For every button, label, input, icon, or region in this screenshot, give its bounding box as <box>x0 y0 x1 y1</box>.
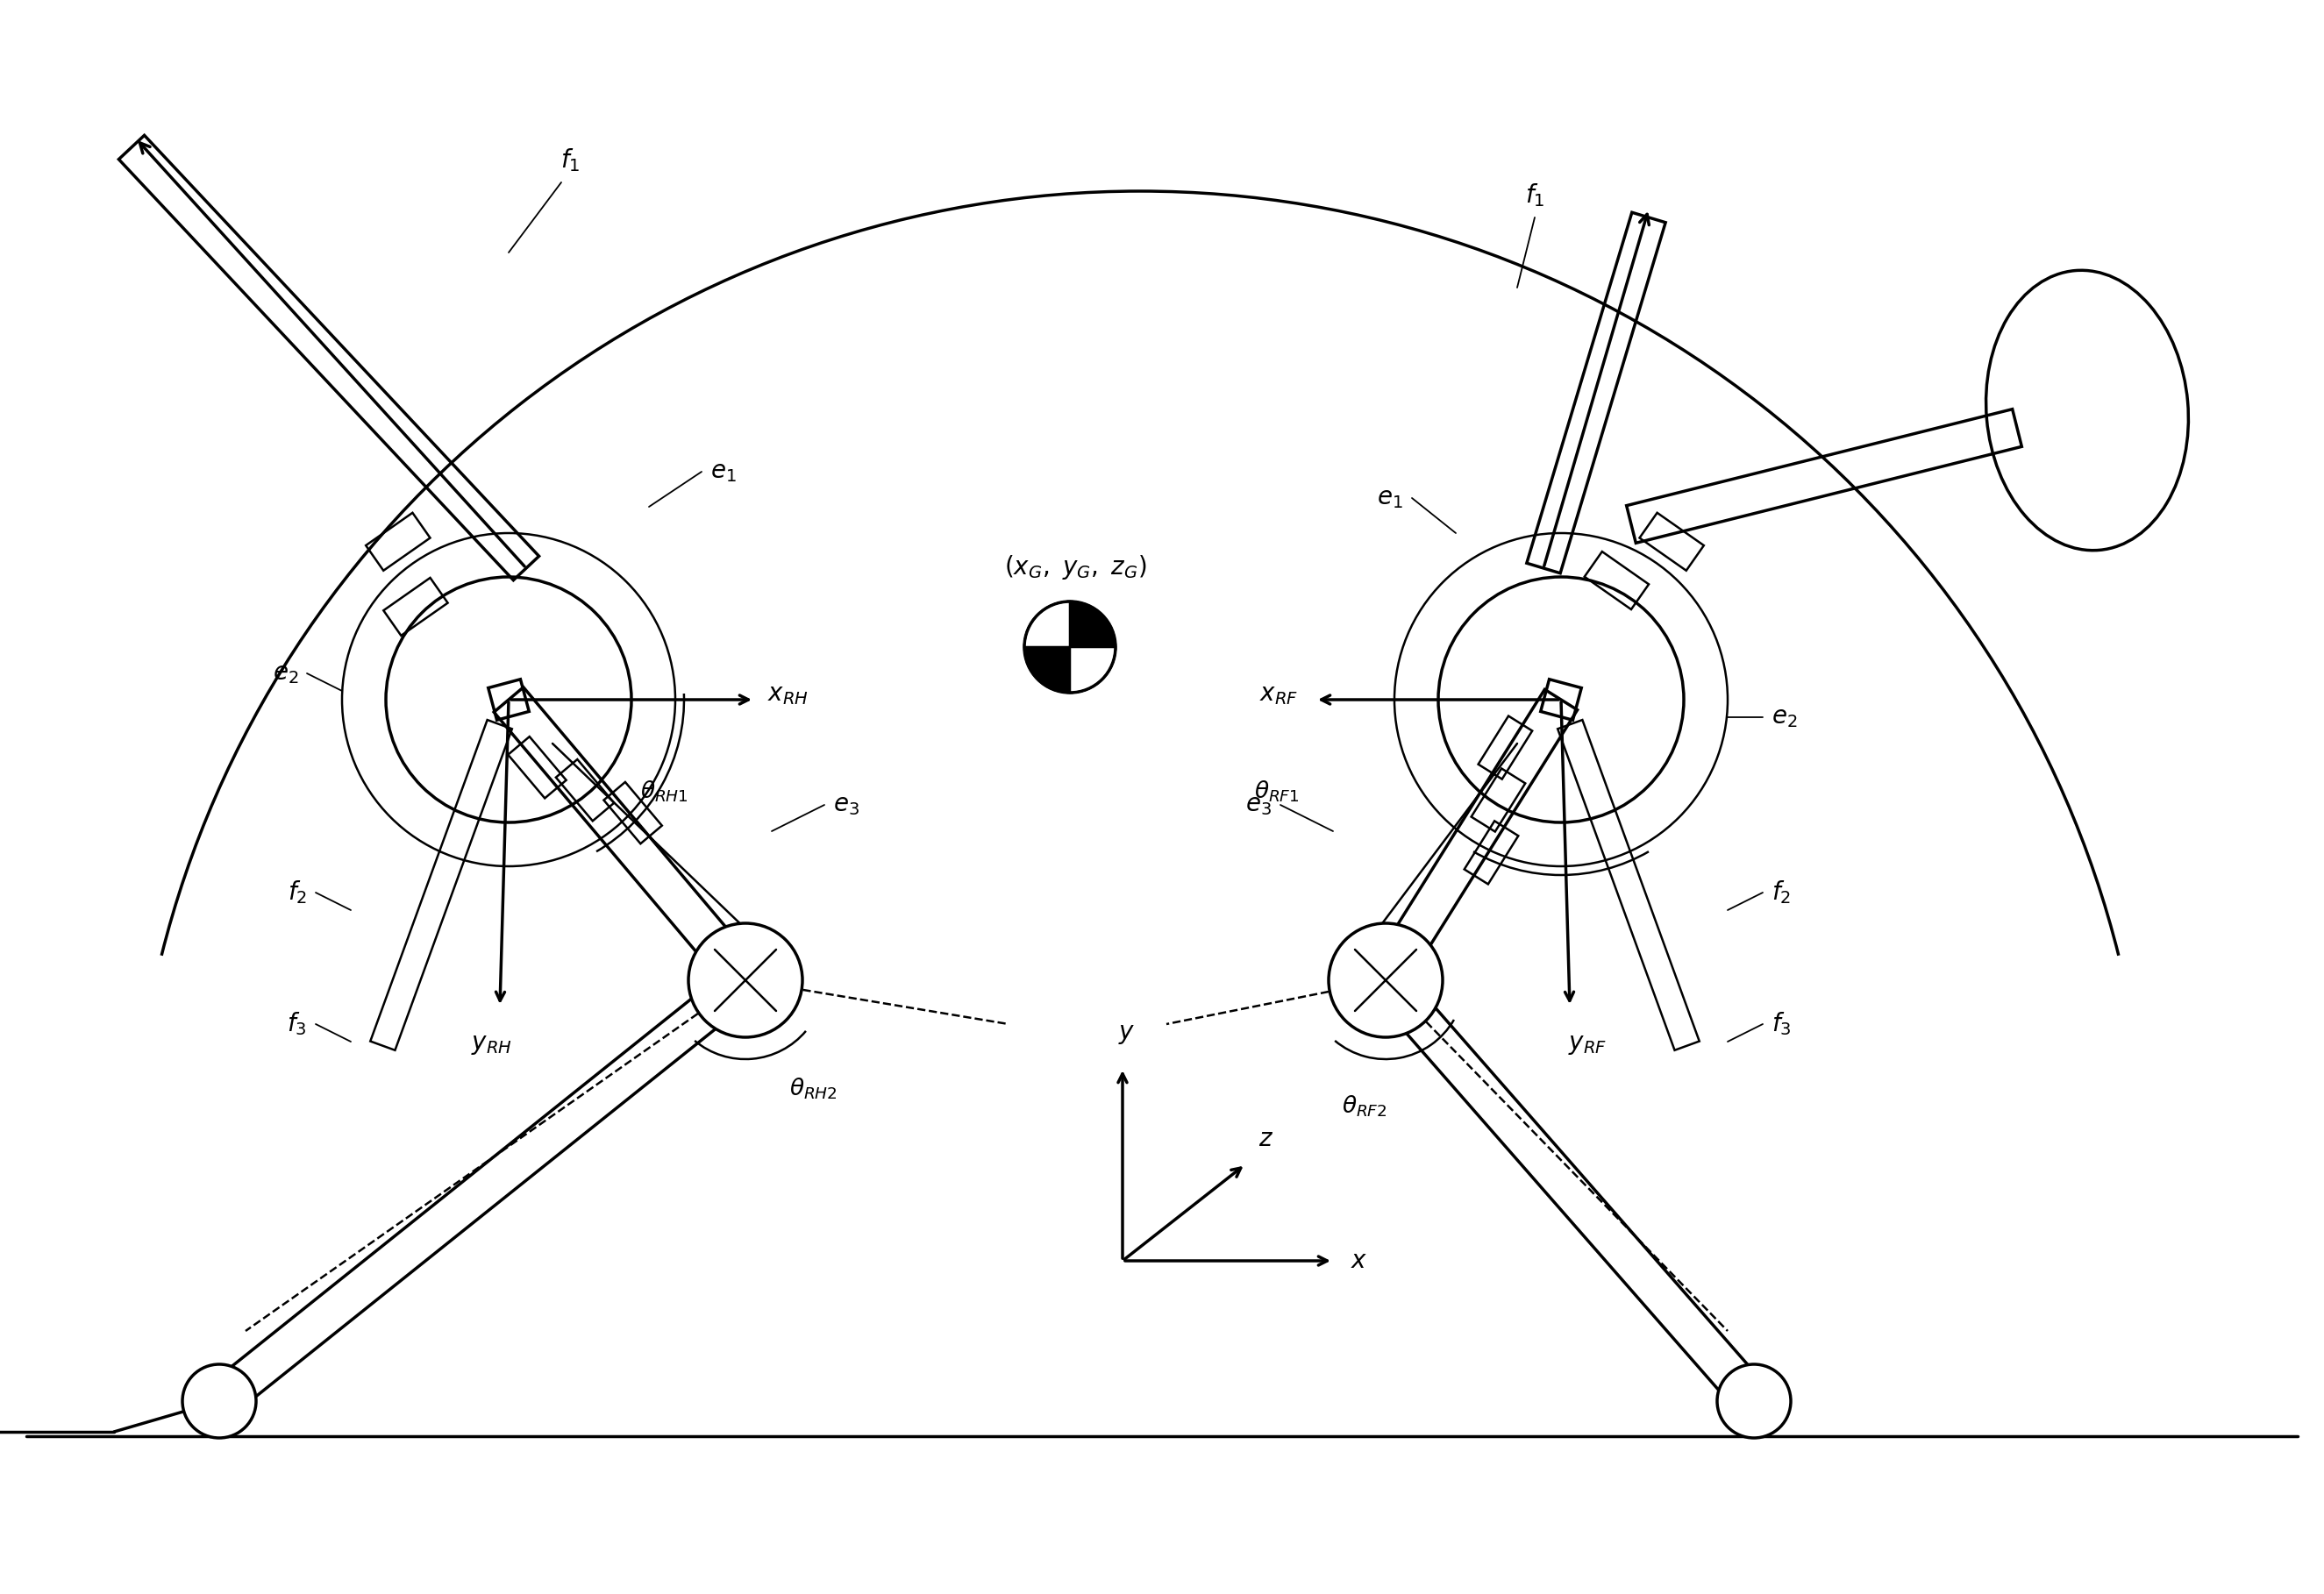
Text: $f_3$: $f_3$ <box>1771 1011 1792 1038</box>
Text: $f_2$: $f_2$ <box>1771 878 1792 905</box>
Text: $e_1$: $e_1$ <box>1378 486 1404 510</box>
Text: $f_1$: $f_1$ <box>560 147 581 174</box>
Circle shape <box>181 1364 256 1438</box>
Circle shape <box>1025 601 1116 693</box>
Circle shape <box>688 923 802 1038</box>
Text: $y$: $y$ <box>1118 1022 1136 1046</box>
Text: $z$: $z$ <box>1260 1127 1274 1151</box>
Text: $\theta_{RF2}$: $\theta_{RF2}$ <box>1341 1093 1387 1119</box>
Wedge shape <box>1025 601 1069 647</box>
Circle shape <box>1329 923 1443 1038</box>
Text: $x_{RH}$: $x_{RH}$ <box>767 684 809 708</box>
Text: $x$: $x$ <box>1350 1250 1367 1272</box>
Text: $y_{RH}$: $y_{RH}$ <box>472 1033 511 1057</box>
Text: $x_{RF}$: $x_{RF}$ <box>1260 684 1297 708</box>
Wedge shape <box>1069 647 1116 693</box>
Text: $\theta_{RH1}$: $\theta_{RH1}$ <box>639 778 688 803</box>
Text: $f_1$: $f_1$ <box>1525 182 1545 209</box>
Text: $e_2$: $e_2$ <box>272 662 297 685</box>
Text: $e_1$: $e_1$ <box>711 461 737 483</box>
Text: $\theta_{RF1}$: $\theta_{RF1}$ <box>1255 778 1299 803</box>
Circle shape <box>1717 1364 1792 1438</box>
Text: $f_3$: $f_3$ <box>288 1011 307 1038</box>
Text: $f_2$: $f_2$ <box>288 878 307 905</box>
Text: $e_2$: $e_2$ <box>1771 706 1796 728</box>
Text: $\theta_{RH2}$: $\theta_{RH2}$ <box>790 1076 837 1101</box>
Text: $e_3$: $e_3$ <box>832 794 860 816</box>
Text: $e_3$: $e_3$ <box>1246 794 1271 816</box>
Text: $y_{RF}$: $y_{RF}$ <box>1569 1033 1606 1057</box>
Text: $(x_G,\ y_G,\ z_G)$: $(x_G,\ y_G,\ z_G)$ <box>1004 553 1146 582</box>
